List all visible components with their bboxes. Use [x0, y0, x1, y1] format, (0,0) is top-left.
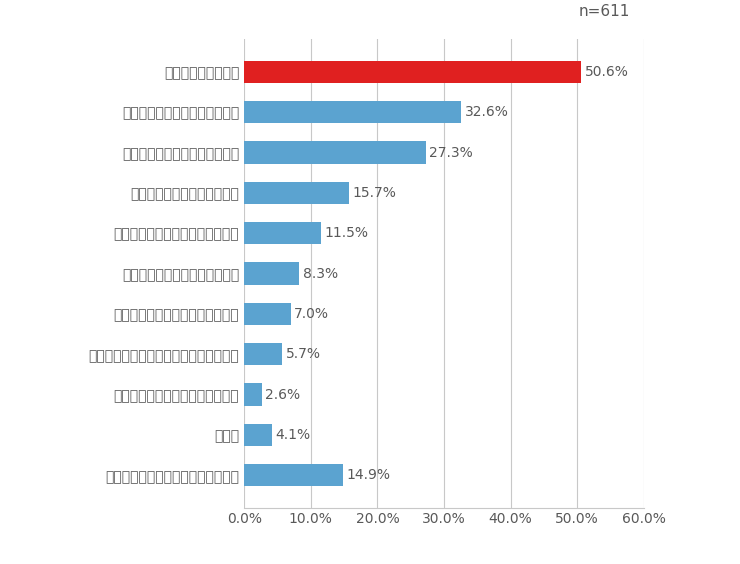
Bar [244, 61, 581, 83]
Bar [244, 142, 426, 164]
Bar [244, 384, 261, 406]
Text: n=611: n=611 [579, 5, 630, 19]
Bar [244, 303, 291, 325]
Text: 7.0%: 7.0% [295, 307, 329, 321]
Text: 15.7%: 15.7% [352, 186, 396, 200]
Bar [244, 101, 461, 124]
Bar [244, 424, 272, 446]
Bar [244, 222, 321, 244]
Bar [244, 182, 349, 204]
Text: 32.6%: 32.6% [465, 105, 508, 119]
Text: 50.6%: 50.6% [585, 65, 628, 79]
Text: 4.1%: 4.1% [275, 428, 310, 442]
Text: 27.3%: 27.3% [429, 146, 473, 160]
Bar [244, 464, 343, 486]
Bar [244, 343, 282, 365]
Bar [244, 262, 300, 285]
Text: 2.6%: 2.6% [265, 387, 300, 402]
Text: 14.9%: 14.9% [347, 468, 391, 482]
Text: 8.3%: 8.3% [303, 267, 338, 280]
Text: 11.5%: 11.5% [324, 226, 368, 240]
Text: 5.7%: 5.7% [286, 347, 320, 361]
